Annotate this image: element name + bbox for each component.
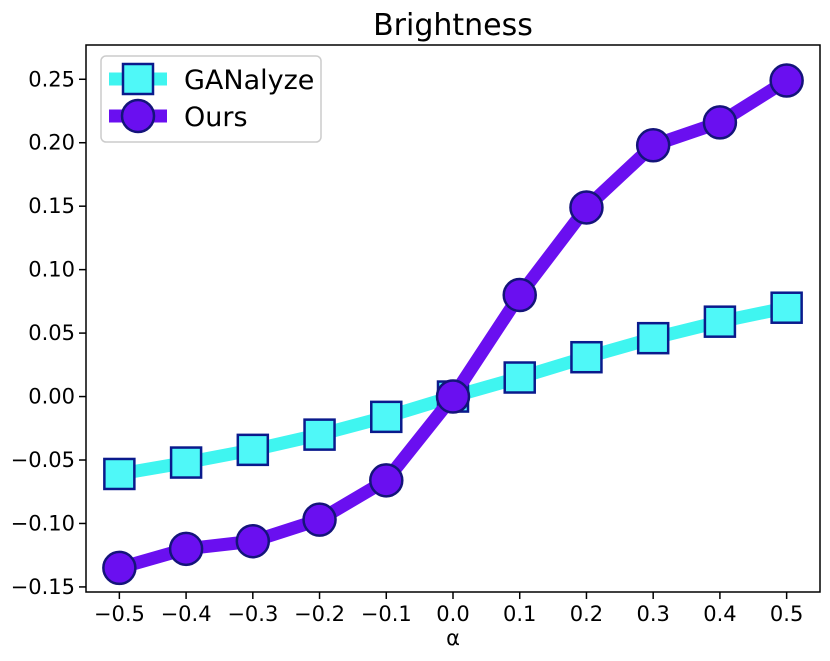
data-point [570, 340, 603, 374]
y-tick-label: 0.00 [28, 385, 75, 409]
x-tick-label: −0.5 [94, 602, 145, 626]
legend-item-ganalyze: GANalyze [109, 62, 314, 96]
data-point [303, 418, 336, 451]
x-tick-label: 0.0 [436, 602, 469, 626]
data-point [169, 446, 203, 479]
data-point [369, 463, 404, 498]
data-point [302, 502, 337, 537]
x-tick-label: 0.1 [503, 602, 536, 626]
data-point [235, 523, 271, 559]
y-tick-label: −0.10 [11, 511, 75, 535]
x-tick-label: 0.3 [636, 602, 669, 626]
data-point [703, 305, 737, 338]
y-tick-label: 0.25 [28, 67, 75, 91]
legend-label: Ours [184, 102, 248, 133]
data-point [168, 531, 204, 567]
x-tick-label: −0.2 [294, 602, 345, 626]
data-point [236, 433, 270, 467]
data-point [435, 379, 471, 414]
data-point [503, 361, 536, 394]
x-tick-label: −0.4 [161, 602, 212, 626]
data-point [103, 457, 136, 491]
legend-marker [121, 62, 155, 96]
legend: GANalyze Ours [100, 55, 322, 143]
data-point [569, 190, 604, 225]
data-point [102, 550, 137, 586]
axes: −0.15 −0.10 −0.05 0.00 0.05 0.10 0.15 0.20 0.25 −… [11, 67, 804, 626]
y-tick-label: −0.05 [11, 448, 75, 472]
data-point [769, 63, 804, 98]
chart-title: Brightness [373, 8, 533, 43]
series-ours [102, 63, 804, 586]
legend-item-ours: Ours [109, 98, 248, 134]
x-tick-label: 0.5 [770, 602, 803, 626]
y-tick-label: 0.20 [28, 131, 75, 155]
x-tick-label: −0.3 [227, 602, 278, 626]
legend-marker [120, 98, 156, 134]
plot-area [102, 63, 804, 586]
y-tick-label: 0.15 [28, 194, 75, 218]
data-point [770, 291, 803, 324]
data-point [635, 128, 671, 163]
data-point [502, 277, 537, 313]
x-axis-label: α [446, 626, 460, 650]
legend-label: GANalyze [184, 65, 314, 96]
x-tick-label: −0.1 [361, 602, 412, 626]
data-point [370, 400, 403, 434]
x-tick-label: 0.4 [703, 602, 736, 626]
data-point [636, 321, 670, 355]
y-tick-label: 0.05 [28, 321, 75, 345]
x-tick-label: 0.2 [570, 602, 603, 626]
data-point [702, 105, 738, 140]
y-tick-label: −0.15 [11, 575, 75, 599]
y-tick-label: 0.10 [28, 258, 75, 282]
